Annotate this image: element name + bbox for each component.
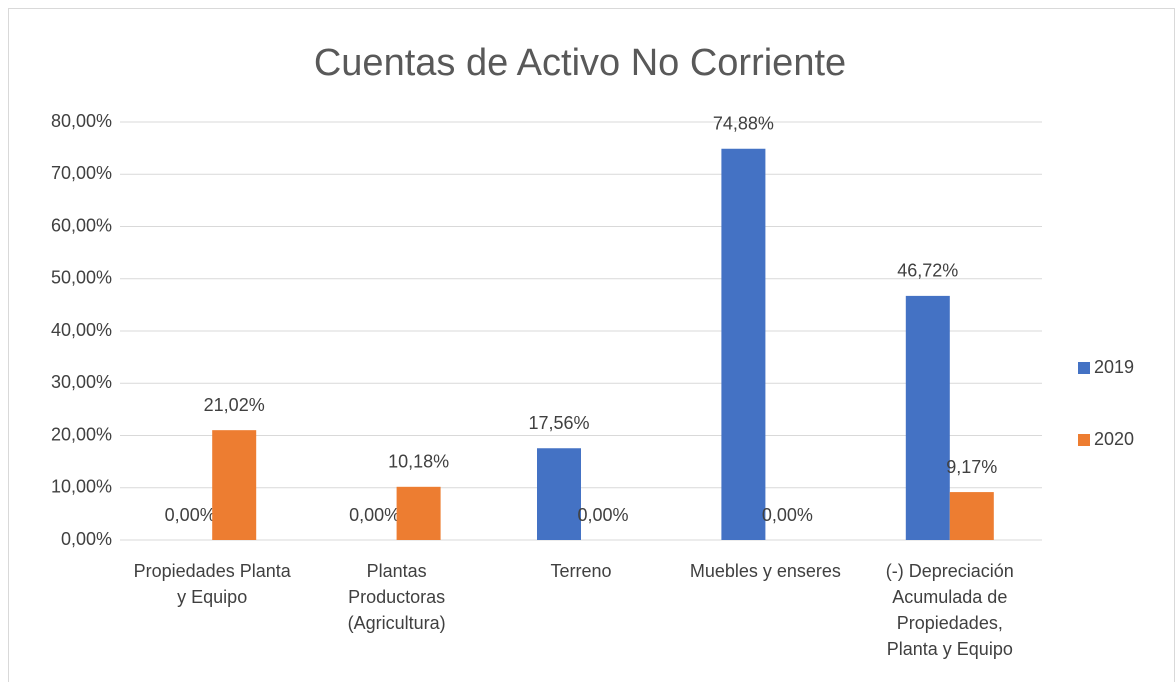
data-label: 0,00% [577, 505, 628, 525]
data-label: 0,00% [349, 505, 400, 525]
data-label: 17,56% [528, 413, 589, 433]
bar [905, 295, 950, 540]
y-tick-label: 50,00% [51, 268, 112, 288]
bar [949, 492, 994, 540]
data-label: 46,72% [897, 261, 958, 281]
data-label: 74,88% [713, 114, 774, 134]
legend-swatch [1078, 434, 1090, 446]
y-tick-label: 20,00% [51, 424, 112, 444]
x-tick-label: (-) Depreciación Acumulada de Propiedades,… [886, 561, 1014, 659]
chart-frame [8, 8, 1175, 682]
data-label: 21,02% [204, 395, 265, 415]
x-tick-label: Muebles y enseres [690, 561, 841, 581]
y-tick-label: 30,00% [51, 372, 112, 392]
bar [537, 448, 581, 540]
bar [396, 486, 441, 540]
bar [212, 430, 257, 540]
chart-title: Cuentas de Activo No Corriente [314, 42, 846, 84]
y-tick-label: 0,00% [61, 529, 112, 549]
x-tick-label: Terreno [550, 561, 611, 581]
y-tick-label: 10,00% [51, 477, 112, 497]
data-label: 9,17% [946, 457, 997, 477]
data-label: 0,00% [762, 505, 813, 525]
legend-label: 2020 [1094, 429, 1134, 449]
data-label: 10,18% [388, 452, 449, 472]
data-label: 0,00% [165, 505, 216, 525]
legend-label: 2019 [1094, 357, 1134, 377]
x-tick-label: Plantas Productoras (Agricultura) [348, 561, 446, 633]
y-tick-label: 80,00% [51, 111, 112, 131]
y-tick-label: 70,00% [51, 163, 112, 183]
x-tick-label: Propiedades Planta y Equipo [134, 561, 292, 607]
y-tick-label: 40,00% [51, 320, 112, 340]
bar [721, 148, 766, 540]
y-tick-label: 60,00% [51, 215, 112, 235]
legend-swatch [1078, 362, 1090, 374]
